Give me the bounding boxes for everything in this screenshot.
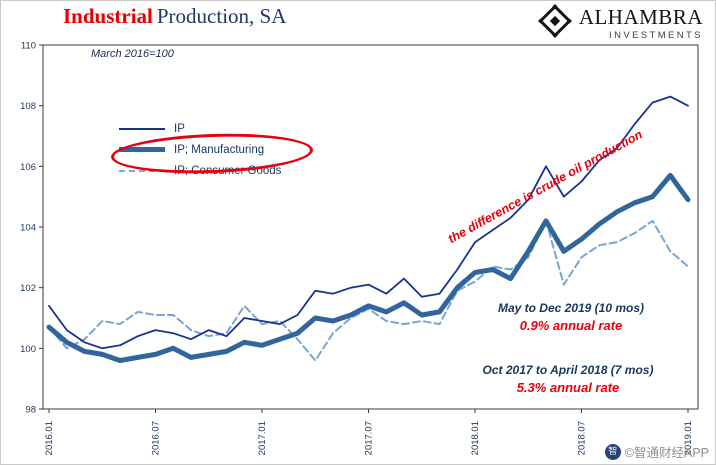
annotation-period-2-rate: 5.3% annual rate (516, 380, 620, 395)
svg-text:110: 110 (21, 41, 36, 52)
svg-text:2016.07: 2016.07 (151, 421, 162, 455)
legend-line-sample-consumer-goods (119, 169, 165, 172)
legend-label-consumer-goods: IP; Consumer Goods (174, 164, 282, 177)
legend-item-manufacturing: IP; Manufacturing (119, 139, 281, 160)
svg-text:98: 98 (25, 405, 36, 416)
svg-text:2018.01: 2018.01 (470, 421, 481, 455)
annotation-period-1-label: May to Dec 2019 (10 mos) (497, 301, 645, 315)
index-note: March 2016=100 (91, 48, 174, 60)
svg-text:2017.01: 2017.01 (257, 421, 268, 455)
brand-subtitle: INVESTMENTS (609, 29, 703, 41)
zhitong-logo-icon: 智 (604, 443, 621, 460)
annotation-period-1-rate: 0.9% annual rate (519, 318, 623, 333)
line-chart-plot: 98 100 102 104 106 108 110 2016.01 2016.07 2017.0… (20, 41, 699, 455)
legend-label-ip: IP (174, 122, 185, 135)
svg-text:106: 106 (20, 162, 36, 173)
legend-line-sample-manufacturing (119, 147, 165, 152)
svg-text:104: 104 (20, 223, 36, 234)
legend-label-manufacturing: IP; Manufacturing (174, 143, 265, 156)
title-rest: Production, SA (156, 4, 287, 28)
brand-logo: ALHAMBRA INVESTMENTS (537, 4, 703, 43)
brand-name: ALHAMBRA (578, 4, 703, 29)
svg-text:102: 102 (20, 283, 36, 294)
svg-text:2016.01: 2016.01 (44, 421, 55, 455)
title-accent: Industrial (63, 4, 153, 28)
watermark: 智 ©智通财经APP (604, 442, 709, 461)
svg-text:2018.07: 2018.07 (577, 421, 588, 455)
watermark-text: ©智通财经APP (624, 446, 709, 460)
legend-line-sample-ip (119, 127, 165, 130)
annotation-period-2: Oct 2017 to April 2018 (7 mos) 5.3% annu… (461, 363, 675, 395)
annotation-period-2-label: Oct 2017 to April 2018 (7 mos) (482, 363, 654, 377)
page-title: Industrial Production, SA (63, 4, 286, 29)
legend: IP IP; Manufacturing IP; Consumer Goods (119, 118, 281, 181)
alhambra-diamond-icon (537, 4, 572, 43)
annotation-period-1: May to Dec 2019 (10 mos) 0.9% annual rat… (469, 301, 673, 333)
legend-item-ip: IP (119, 118, 281, 139)
svg-text:100: 100 (20, 344, 36, 355)
svg-text:2017.07: 2017.07 (364, 421, 375, 455)
svg-text:108: 108 (20, 101, 36, 112)
legend-item-consumer-goods: IP; Consumer Goods (119, 160, 281, 181)
svg-text:2019.01: 2019.01 (683, 421, 694, 455)
